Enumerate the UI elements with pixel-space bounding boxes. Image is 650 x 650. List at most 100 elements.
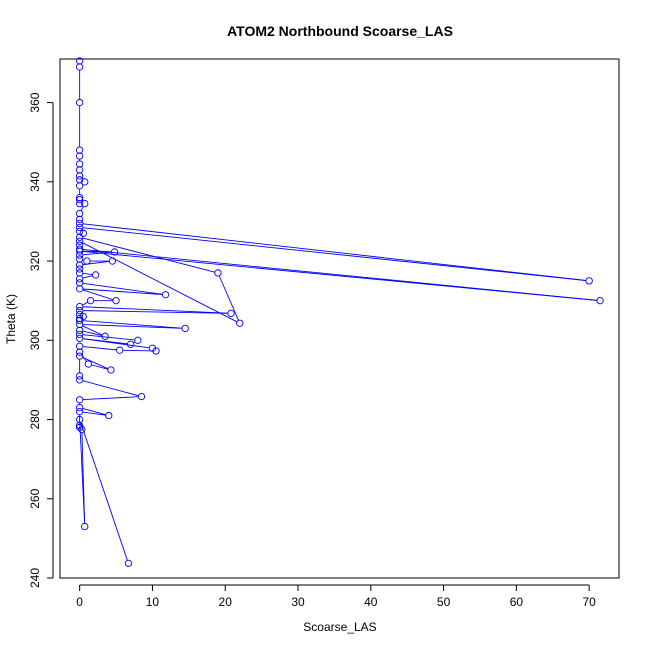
data-point — [76, 98, 84, 107]
data-point — [76, 255, 84, 263]
data-point — [214, 269, 222, 277]
data-point — [161, 291, 170, 299]
series-line-segment — [80, 206, 84, 211]
data-point — [76, 326, 84, 335]
x-tick-label: 30 — [291, 595, 305, 609]
y-tick-label: 360 — [28, 92, 42, 112]
data-point — [79, 312, 87, 321]
x-tick-label: 60 — [510, 595, 524, 609]
data-point — [76, 194, 84, 202]
y-tick-label: 280 — [28, 409, 42, 429]
data-point — [76, 310, 84, 319]
series-line-segment — [82, 223, 587, 281]
data-point — [76, 330, 84, 338]
data-point — [81, 199, 89, 208]
x-tick-label: 0 — [76, 595, 83, 609]
data-point — [585, 277, 593, 285]
data-point — [81, 178, 89, 186]
series-line-segment — [82, 408, 106, 416]
data-point — [596, 297, 604, 305]
series-line-segment — [82, 330, 103, 337]
data-point — [108, 257, 117, 265]
series-line-segment — [82, 282, 163, 295]
series-line-segment — [218, 275, 239, 321]
data-point — [76, 415, 84, 424]
data-point — [137, 392, 146, 401]
data-point — [76, 172, 84, 180]
data-point — [126, 340, 135, 348]
series-line-segment — [82, 334, 135, 341]
data-point — [76, 348, 84, 356]
data-point — [76, 396, 84, 404]
data-point — [76, 209, 84, 218]
data-point — [76, 63, 84, 71]
y-tick-label: 340 — [28, 171, 42, 191]
data-point — [110, 248, 119, 256]
x-tick-label: 50 — [437, 595, 451, 609]
data-point — [76, 275, 84, 283]
data-point — [76, 407, 84, 416]
data-point — [76, 421, 84, 430]
series-line-segment — [82, 346, 117, 351]
data-point — [76, 146, 84, 154]
series-line-segment — [82, 357, 109, 370]
y-axis: 240 260 280 300 320 340 360 — [28, 92, 54, 588]
data-point — [76, 166, 84, 174]
series-line-segment — [82, 325, 103, 336]
y-tick-label: 240 — [28, 568, 42, 588]
series-line-segment — [82, 237, 215, 273]
data-point — [86, 297, 95, 305]
series-line-segment — [82, 251, 112, 256]
x-axis: 0 10 20 30 40 50 60 70 — [76, 584, 596, 609]
series-line-segment — [80, 422, 128, 561]
series-line-segment — [82, 310, 228, 314]
data-point — [76, 342, 84, 350]
data-point — [76, 233, 84, 241]
data-point — [112, 297, 120, 305]
series-line-segment — [82, 250, 112, 253]
data-point — [76, 241, 84, 249]
data-point — [76, 306, 84, 315]
data-point — [76, 215, 84, 224]
x-tick-label: 10 — [146, 595, 160, 609]
series-line-segment — [82, 227, 587, 281]
series-line-segment — [82, 289, 114, 301]
data-point — [76, 152, 84, 160]
series-line-segment — [122, 349, 153, 352]
data-point — [76, 285, 84, 293]
data-point — [76, 279, 84, 287]
data-point — [83, 257, 91, 265]
data-point — [76, 57, 84, 65]
data-point — [76, 223, 84, 232]
data-point — [134, 336, 142, 344]
data-point — [81, 522, 89, 531]
y-axis-label: Theta (K) — [4, 294, 18, 344]
data-point — [79, 229, 87, 237]
data-point — [76, 261, 84, 269]
series-line-segment — [91, 364, 108, 370]
data-point — [76, 195, 84, 204]
data-point — [76, 160, 84, 168]
y-tick-label: 260 — [28, 488, 42, 508]
data-point — [236, 319, 244, 327]
data-point — [101, 332, 109, 340]
x-tick-label: 40 — [364, 595, 378, 609]
x-axis-label: Scoarse_LAS — [303, 620, 376, 634]
x-tick-label: 20 — [219, 595, 233, 609]
data-point — [76, 227, 84, 235]
data-point — [152, 347, 160, 355]
data-point — [76, 219, 84, 228]
data-point — [76, 403, 84, 412]
data-point — [124, 559, 133, 567]
series-line-segment — [82, 288, 163, 295]
data-point — [105, 411, 113, 420]
y-tick-label: 320 — [28, 251, 42, 271]
data-point — [76, 251, 84, 259]
y-tick-label: 300 — [28, 330, 42, 350]
plot-area — [76, 57, 604, 567]
data-point — [92, 271, 100, 279]
data-point — [76, 372, 84, 380]
data-point — [76, 245, 84, 253]
data-point — [78, 425, 86, 434]
